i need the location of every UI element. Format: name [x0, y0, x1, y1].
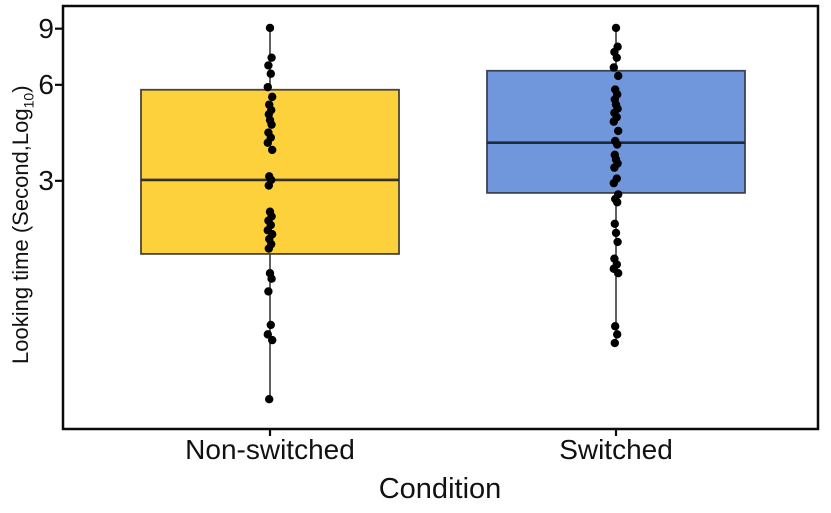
y-axis-title: Looking time (Second,Log10) — [8, 34, 37, 364]
plot-frame — [61, 4, 820, 431]
data-point — [266, 69, 275, 78]
data-point — [613, 198, 622, 207]
data-point — [265, 23, 275, 33]
data-point — [611, 228, 621, 238]
data-point — [268, 145, 277, 155]
data-point — [268, 92, 277, 102]
data-point — [610, 338, 619, 348]
y-axis-title-subscript: 10 — [20, 92, 37, 109]
data-point — [614, 71, 623, 81]
data-point — [609, 117, 618, 126]
data-point — [613, 237, 622, 247]
x-category-label-switched: Switched — [559, 434, 673, 465]
data-point — [268, 335, 277, 345]
data-point — [264, 244, 273, 253]
data-point — [267, 120, 276, 129]
data-point — [267, 274, 276, 283]
x-category-label-non-switched: Non-switched — [185, 434, 355, 465]
data-point — [263, 82, 272, 92]
data-point — [263, 330, 272, 339]
data-point — [612, 53, 621, 62]
data-point — [610, 163, 619, 172]
data-point — [264, 61, 273, 70]
data-point — [613, 330, 622, 339]
data-point — [264, 287, 273, 296]
data-point — [264, 181, 273, 190]
data-point — [263, 138, 272, 147]
data-point — [611, 322, 620, 331]
data-point — [611, 23, 621, 33]
y-axis-title-main: Looking time (Second,Log — [8, 108, 33, 364]
data-point — [613, 140, 622, 149]
data-point — [266, 320, 275, 330]
data-point — [610, 219, 619, 228]
x-axis-title: Condition — [378, 473, 502, 505]
data-point — [614, 126, 623, 136]
y-tick-label-3: 3 — [38, 164, 54, 196]
data-point — [267, 53, 276, 62]
y-tick-label-6: 6 — [38, 68, 54, 100]
data-point — [609, 63, 618, 72]
data-point — [609, 178, 618, 188]
y-axis-title-end: ) — [8, 85, 33, 93]
data-point — [614, 268, 623, 278]
data-point — [265, 395, 274, 404]
y-tick-label-9: 9 — [38, 12, 54, 44]
